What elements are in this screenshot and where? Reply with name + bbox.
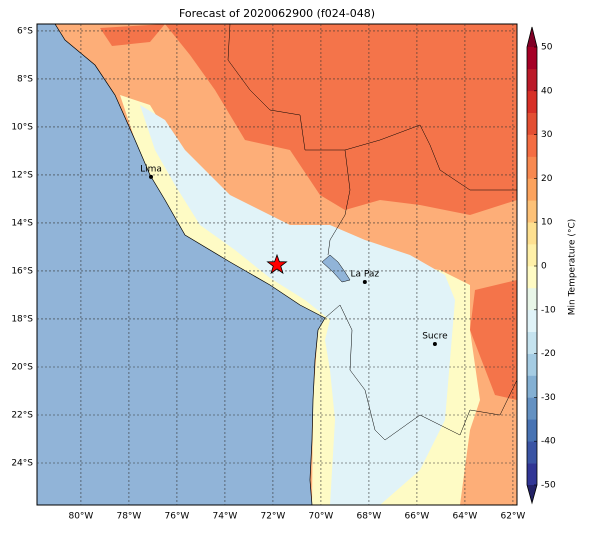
x-tick-label: 74°W: [212, 512, 237, 522]
colorbar-band: [527, 47, 537, 70]
colorbar-band: [527, 222, 537, 245]
colorbar-band: [527, 112, 537, 135]
x-tick-label: 80°W: [68, 512, 93, 522]
y-tick-label: 14°S: [11, 218, 33, 228]
cool-zone: [140, 105, 455, 505]
colorbar: 50 40 30 20 10 0 -10 -20 -30 -40 -50: [526, 26, 556, 505]
colorbar-band: [527, 90, 537, 113]
colorbar-band: [527, 134, 537, 157]
border: [227, 24, 351, 256]
colorbar-tick-label: -50: [541, 481, 556, 491]
colorbar-tick-label: 20: [541, 174, 553, 184]
city-dot: [149, 174, 153, 179]
colorbar-over: [527, 27, 537, 47]
coastline: [54, 24, 326, 505]
colorbar-band: [527, 331, 537, 354]
y-tick-label: 6°S: [17, 26, 33, 36]
x-tick-label: 76°W: [164, 512, 189, 522]
x-tick-label: 66°W: [404, 512, 429, 522]
x-tick-label: 72°W: [260, 512, 285, 522]
colorbar-tick-label: -20: [541, 349, 556, 359]
city-dot: [432, 341, 437, 346]
star-marker: [266, 253, 288, 275]
y-tick-label: 12°S: [11, 170, 33, 180]
y-tick-label: 16°S: [11, 266, 33, 276]
map-frame: [36, 23, 518, 506]
x-tick-label: 70°W: [308, 512, 333, 522]
colorbar-band: [527, 156, 537, 179]
colorbar-band: [527, 266, 537, 289]
colorbar-band: [527, 419, 537, 442]
y-tick-label: 20°S: [11, 362, 33, 372]
colorbar-tick-label: 30: [541, 130, 553, 140]
colorbar-band: [527, 353, 537, 376]
colorbar-band: [527, 178, 537, 201]
y-tick-label: 8°S: [17, 74, 33, 84]
lake: [321, 254, 351, 283]
colorbar-tick-label: -30: [541, 393, 556, 403]
colorbar-band: [527, 244, 537, 267]
colorbar-tick-label: 10: [541, 218, 553, 228]
colorbar-band: [527, 375, 537, 398]
y-tick-label: 22°S: [11, 410, 33, 420]
map-fill: [37, 24, 517, 505]
colorbar-tick-label: -10: [541, 305, 556, 315]
marks: Lima La Paz Sucre: [140, 164, 448, 346]
border: [344, 124, 517, 191]
colorbar-under: [527, 485, 537, 503]
warm-zone: [470, 280, 517, 400]
colorbar-tick-label: 50: [541, 43, 553, 53]
city-label: Lima: [140, 164, 162, 174]
warm-zone: [100, 24, 165, 46]
colorbar-band: [527, 463, 537, 486]
colorbar-tick-label: -40: [541, 437, 556, 447]
x-tick-label: 64°W: [452, 512, 477, 522]
x-tick-label: 62°W: [500, 512, 525, 522]
colorbar-band: [527, 441, 537, 464]
y-tick-label: 18°S: [11, 314, 33, 324]
colorbar-band: [527, 200, 537, 223]
border: [324, 304, 517, 441]
chart-title: Forecast of 2020062900 (f024-048): [179, 7, 375, 20]
colorbar-tick-label: 40: [541, 86, 553, 96]
colorbar-band: [527, 309, 537, 332]
colorbar-tick-label: 0: [541, 262, 547, 272]
colorbar-band: [527, 287, 537, 311]
colorbar-band: [527, 68, 537, 92]
grid: 80°W 78°W 76°W 74°W 72°W 70°W 68°W 66°W 64°W 62°W…: [11, 24, 525, 522]
city-dot: [362, 280, 367, 285]
y-tick-label: 10°S: [11, 122, 33, 132]
colorbar-label: Min Temperature (°C): [568, 219, 578, 316]
warm-zone: [165, 24, 517, 215]
city-label: Sucre: [422, 331, 448, 341]
x-tick-label: 68°W: [356, 512, 381, 522]
colorbar-band: [527, 397, 537, 420]
city-label: La Paz: [351, 270, 380, 280]
y-tick-label: 24°S: [11, 458, 33, 468]
x-tick-label: 78°W: [116, 512, 141, 522]
